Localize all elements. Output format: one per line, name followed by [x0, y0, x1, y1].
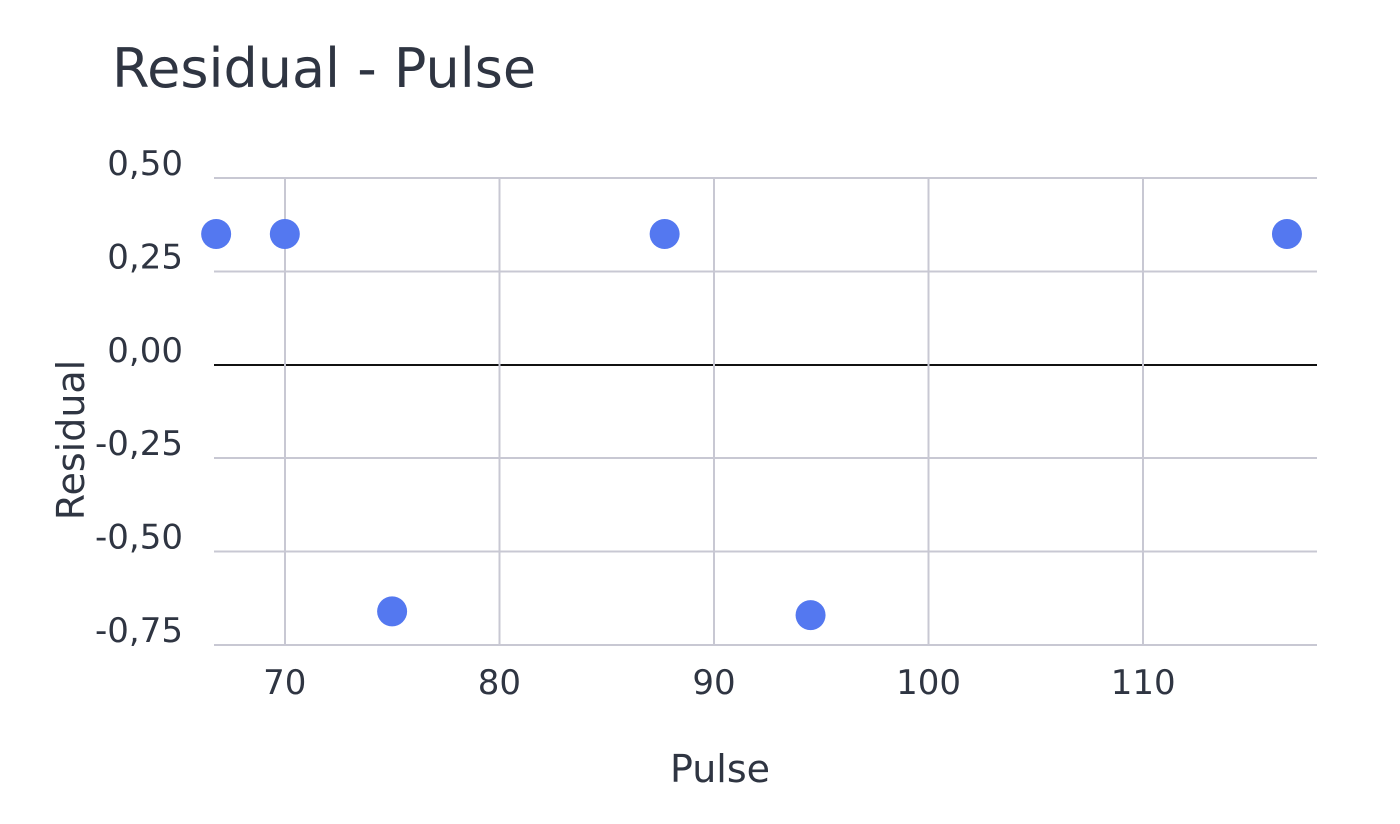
y-tick-label: -0,50 [95, 518, 183, 558]
grid-layer [214, 177, 1317, 646]
y-tick-label: 0,50 [107, 144, 183, 184]
scatter-point [269, 219, 300, 250]
scatter-point [795, 600, 826, 631]
scatter-point [1271, 219, 1302, 250]
point-layer [201, 219, 1302, 631]
x-tick-label: 90 [692, 663, 735, 703]
x-tick-label: 80 [478, 663, 521, 703]
x-tick-label: 100 [896, 663, 961, 703]
scatter-point [377, 596, 408, 627]
x-axis-title: Pulse [670, 747, 770, 791]
y-tick-label: -0,75 [95, 611, 183, 651]
x-tick-label: 110 [1111, 663, 1176, 703]
y-tick-label: 0,00 [107, 331, 183, 371]
scatter-point [201, 219, 232, 250]
chart-title: Residual - Pulse [112, 37, 536, 100]
y-axis-title: Residual [49, 360, 93, 520]
y-tick-label: 0,25 [107, 237, 183, 277]
axis-layer: 0,50 0,25 0,00 -0,25 -0,50 -0,75 70 80 90 100 110 [95, 144, 1176, 703]
y-tick-label: -0,25 [95, 424, 183, 464]
scatter-point [649, 219, 680, 250]
x-tick-label: 70 [263, 663, 306, 703]
